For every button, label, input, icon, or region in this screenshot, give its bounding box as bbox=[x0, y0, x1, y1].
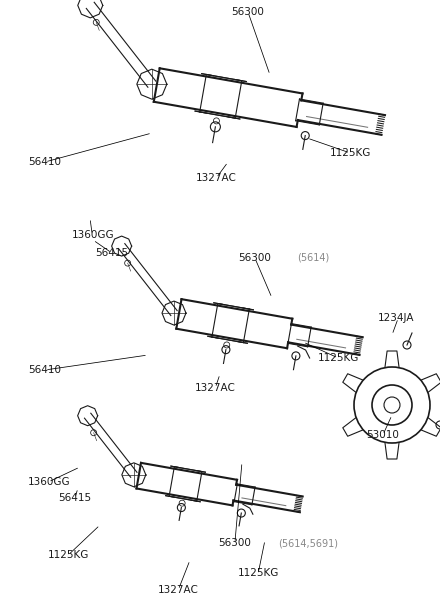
Text: 56410: 56410 bbox=[28, 365, 61, 375]
Text: 1125KG: 1125KG bbox=[48, 550, 89, 560]
Text: 56300: 56300 bbox=[231, 7, 264, 17]
Text: 53010: 53010 bbox=[366, 430, 399, 440]
Text: 1327AC: 1327AC bbox=[195, 383, 236, 393]
Text: 56300: 56300 bbox=[218, 538, 251, 548]
Text: 1125KG: 1125KG bbox=[318, 353, 359, 363]
Text: 56300: 56300 bbox=[238, 253, 271, 263]
Text: 1327AC: 1327AC bbox=[196, 173, 237, 183]
Text: 1125KG: 1125KG bbox=[238, 568, 279, 578]
Text: (5614): (5614) bbox=[297, 253, 329, 263]
Text: 56415: 56415 bbox=[58, 493, 91, 503]
Text: 1360GG: 1360GG bbox=[28, 477, 71, 487]
Text: 1327AC: 1327AC bbox=[158, 585, 199, 595]
Text: (5614,5691): (5614,5691) bbox=[278, 538, 338, 548]
Text: 56415: 56415 bbox=[95, 248, 128, 258]
Text: 56410: 56410 bbox=[28, 157, 61, 167]
Text: 1125KG: 1125KG bbox=[330, 148, 371, 158]
Text: 1360GG: 1360GG bbox=[72, 230, 115, 240]
Text: 1234JA: 1234JA bbox=[378, 313, 414, 323]
Circle shape bbox=[384, 397, 400, 413]
